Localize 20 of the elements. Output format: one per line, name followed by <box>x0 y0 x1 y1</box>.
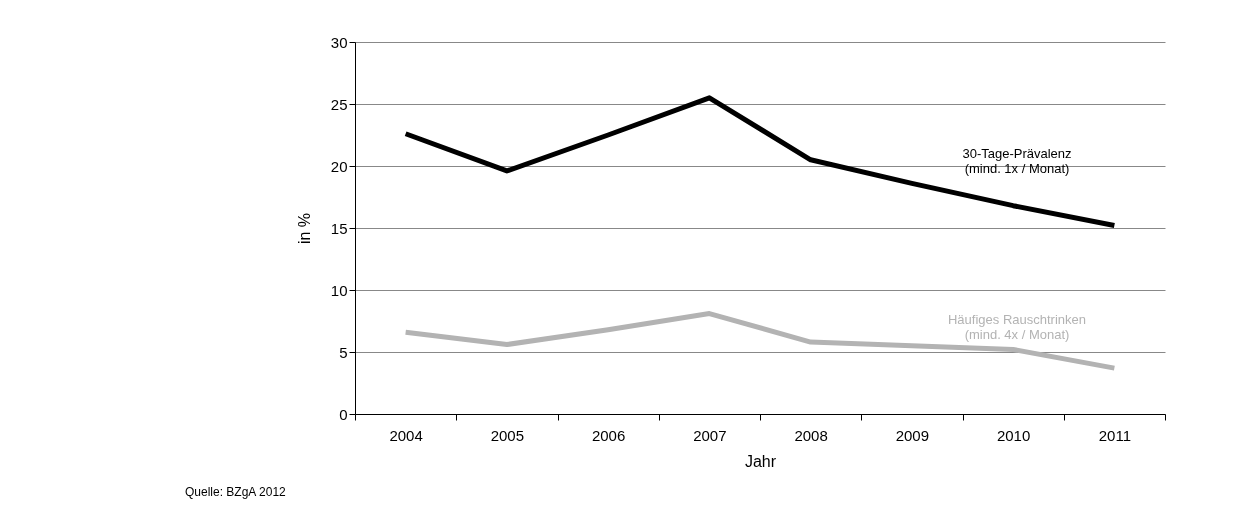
series-label: 30-Tage-Prävalenz (mind. 1x / Monat) <box>962 146 1072 176</box>
y-tick-label: 20 <box>330 157 348 175</box>
series-label: Häufiges Rauschtrinken (mind. 4x / Monat) <box>947 312 1087 342</box>
source-note: Quelle: BZgA 2012 <box>185 485 287 499</box>
x-tick-label: 2004 <box>389 426 423 444</box>
y-tick-label: 5 <box>339 343 348 361</box>
x-tick-label: 2008 <box>794 426 828 444</box>
x-tick-label: 2006 <box>591 426 626 444</box>
y-tick-label: 30 <box>330 33 348 51</box>
y-tick-label: 10 <box>330 281 348 299</box>
x-tick-label: 2010 <box>996 426 1031 444</box>
y-tick-label: 15 <box>330 219 348 237</box>
x-tick-label: 2011 <box>1098 426 1132 444</box>
x-tick-label: 2007 <box>693 426 727 444</box>
x-axis-title: Jahr <box>744 452 777 470</box>
x-tick-label: 2009 <box>895 426 930 444</box>
y-tick-label: 25 <box>330 95 348 113</box>
y-axis-title: in % <box>295 212 313 245</box>
y-tick-label: 0 <box>339 405 348 423</box>
x-tick-label: 2005 <box>490 426 525 444</box>
